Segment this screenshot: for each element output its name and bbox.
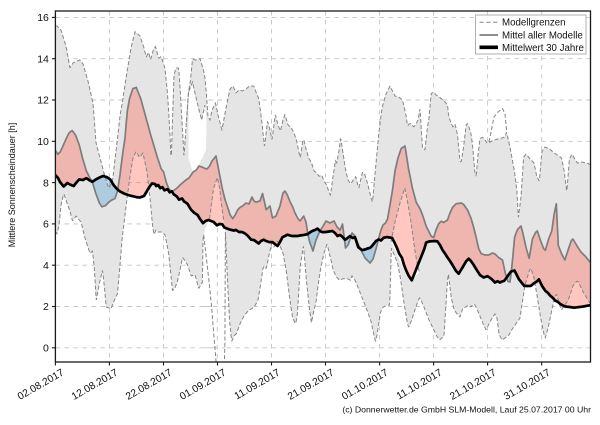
svg-text:16: 16 xyxy=(37,12,49,24)
svg-text:4: 4 xyxy=(43,260,49,272)
svg-text:Mittelwert 30 Jahre: Mittelwert 30 Jahre xyxy=(502,43,584,54)
svg-text:Mittlere Sonnenscheindauer [h]: Mittlere Sonnenscheindauer [h] xyxy=(7,123,17,248)
svg-text:0: 0 xyxy=(43,343,49,355)
svg-text:12: 12 xyxy=(37,95,49,107)
svg-text:6: 6 xyxy=(43,219,49,231)
svg-text:14: 14 xyxy=(37,53,49,65)
svg-text:(c) Donnerwetter.de GmbH SLM-M: (c) Donnerwetter.de GmbH SLM-Modell, Lau… xyxy=(342,405,591,415)
svg-text:Modellgrenzen: Modellgrenzen xyxy=(502,18,566,29)
svg-text:10: 10 xyxy=(37,136,49,148)
svg-text:Mittel aller Modelle: Mittel aller Modelle xyxy=(502,30,583,41)
svg-text:8: 8 xyxy=(43,177,49,189)
svg-text:2: 2 xyxy=(43,301,49,313)
